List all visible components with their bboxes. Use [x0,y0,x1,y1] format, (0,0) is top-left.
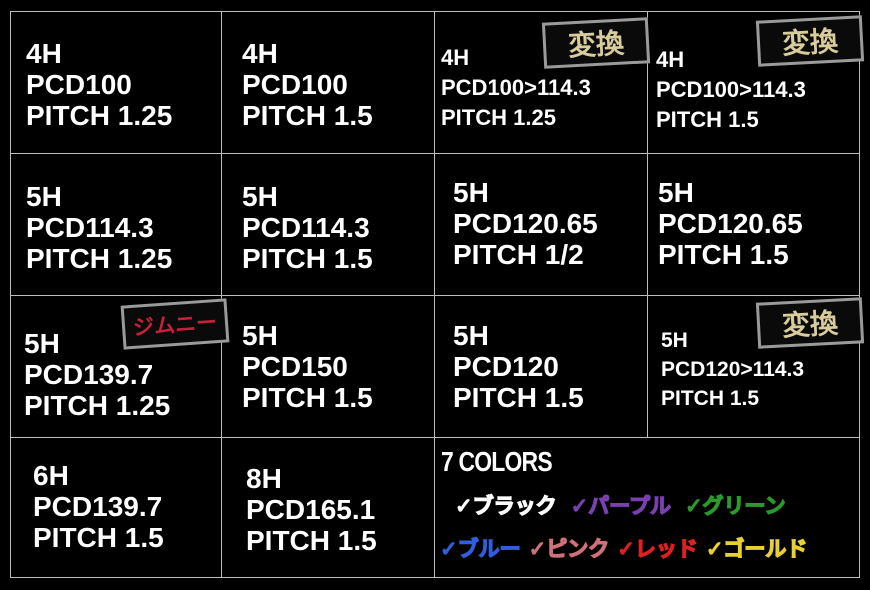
pitch: PITCH 1.5 [246,525,377,556]
pcd: PCD120 [453,351,559,382]
spec-cell: 5H PCD120.65 PITCH 1/2 [453,177,598,270]
conversion-badge: 変換 [755,297,865,349]
divider [647,11,648,437]
pitch: PITCH 1.5 [33,522,164,553]
pcd: PCD114.3 [26,212,154,243]
color-pink: ✓ピンク [528,536,610,561]
spec-cell: 5H PCD120 PITCH 1.5 [453,320,584,413]
hole-count: 5H [658,177,694,208]
color-list: ✓ブルー ✓ピンク ✓レッド ✓ゴールド [439,533,808,563]
pitch: PITCH 1/2 [453,239,584,270]
color-red: ✓レッド [617,536,699,561]
spec-cell: 5H PCD139.7 PITCH 1.25 [24,328,170,421]
pitch: PITCH 1.5 [242,243,373,274]
hole-count: 4H [656,47,685,72]
spec-cell: 4H PCD100 PITCH 1.25 [26,38,172,131]
divider [434,11,435,578]
conversion-badge: 変換 [755,15,865,67]
hole-count: 4H [242,38,278,69]
spec-cell: 4H PCD100>114.3 PITCH 1.25 [441,43,591,133]
hole-count: 5H [24,328,60,359]
jimny-badge: ジムニー [120,298,230,350]
pitch: PITCH 1.5 [661,387,760,410]
pitch: PITCH 1.25 [441,105,556,130]
spec-cell: 8H PCD165.1 PITCH 1.5 [246,463,377,556]
hole-count: 5H [661,329,688,352]
pcd: PCD100 [26,69,132,100]
pitch: PITCH 1.5 [656,107,759,132]
color-gold: ✓ゴールド [705,536,808,561]
color-black: ✓ブラック [454,493,557,518]
hole-count: 5H [242,320,278,351]
divider [10,437,860,438]
color-list: ✓ブラック ✓パープル ✓グリーン [454,490,786,520]
pcd: PCD139.7 [33,491,163,522]
hole-count: 5H [26,181,62,212]
pcd: PCD100 [242,69,348,100]
pcd: PCD100>114.3 [656,77,806,102]
spec-cell: 5H PCD114.3 PITCH 1.25 [26,181,172,274]
pitch: PITCH 1.25 [24,390,171,421]
spec-cell: 5H PCD120.65 PITCH 1.5 [658,177,803,270]
hole-count: 5H [453,320,489,351]
colors-title: 7 COLORS [441,446,553,477]
spec-cell: 4H PCD100>114.3 PITCH 1.5 [656,45,806,135]
hole-count: 4H [26,38,62,69]
pcd: PCD150 [242,351,348,382]
hole-count: 8H [246,463,282,494]
spec-cell: 5H PCD150 PITCH 1.5 [242,320,373,413]
pitch: PITCH 1.5 [658,239,789,270]
pitch: PITCH 1.5 [242,382,373,413]
divider [10,153,860,154]
spec-grid [10,11,860,578]
hole-count: 4H [441,45,470,70]
pitch: PITCH 1.25 [26,243,173,274]
spec-cell: 4H PCD100 PITCH 1.5 [242,38,373,131]
pcd: PCD120.65 [658,208,803,239]
divider [221,11,222,578]
pcd: PCD139.7 [24,359,154,390]
pcd: PCD165.1 [246,494,376,525]
spec-cell: 5H PCD120>114.3 PITCH 1.5 [661,326,804,413]
pcd: PCD120>114.3 [661,358,805,381]
hole-count: 5H [453,177,489,208]
conversion-badge: 変換 [541,17,651,69]
hole-count: 5H [242,181,278,212]
color-green: ✓グリーン [684,493,786,518]
color-purple: ✓パープル [570,493,672,518]
pitch: PITCH 1.5 [242,100,373,131]
pcd: PCD120.65 [453,208,598,239]
spec-cell: 5H PCD114.3 PITCH 1.5 [242,181,373,274]
pitch: PITCH 1.25 [26,100,173,131]
color-blue: ✓ブルー [439,536,521,561]
hole-count: 6H [33,460,69,491]
divider [10,295,860,296]
pitch: PITCH 1.5 [453,382,584,413]
spec-cell: 6H PCD139.7 PITCH 1.5 [33,460,164,553]
pcd: PCD114.3 [242,212,370,243]
pcd: PCD100>114.3 [441,75,591,100]
